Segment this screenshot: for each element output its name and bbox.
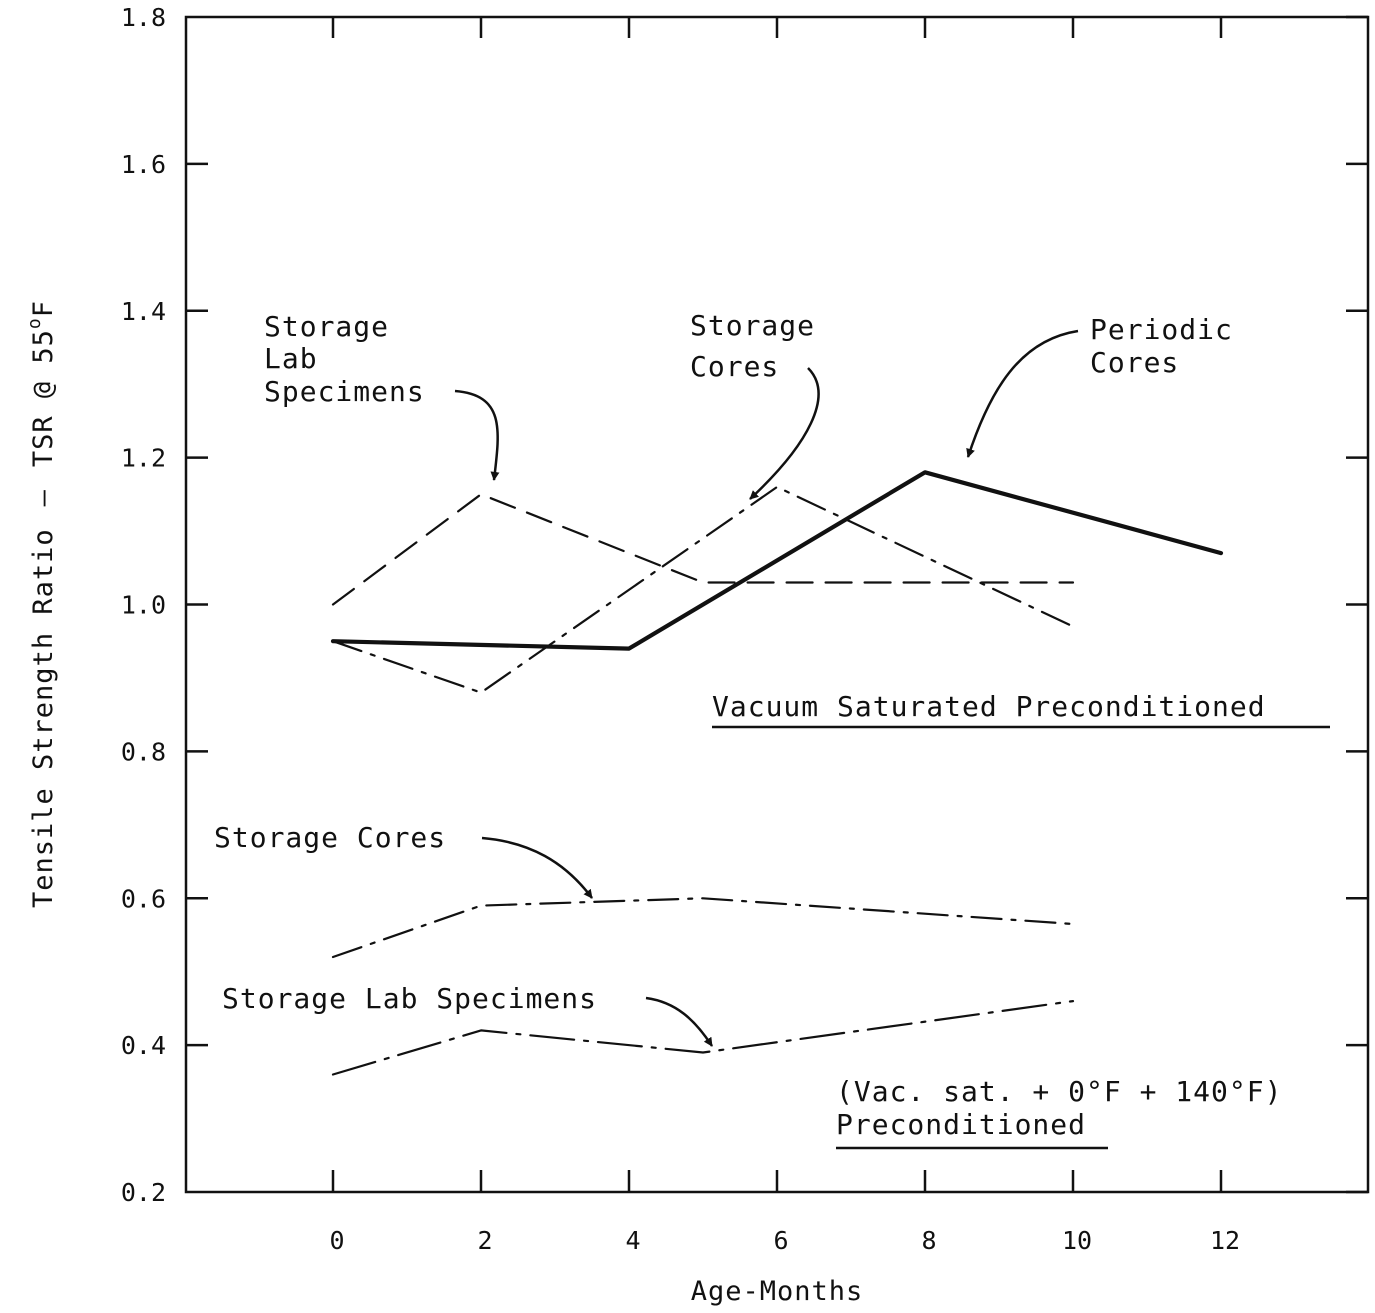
annotation-upper-cores: Storage Cores <box>690 309 820 500</box>
vacuum-title: Vacuum Saturated Preconditioned <box>712 690 1266 723</box>
y-axis-title-suffix: TSR @ 55 <box>28 329 59 467</box>
annotation-lower-cores-label: Storage Cores <box>214 821 446 854</box>
y-axis-title-dash: — <box>28 489 59 506</box>
y-tick-label: 0.4 <box>121 1031 166 1060</box>
y-tick-label: 0.2 <box>121 1178 166 1207</box>
x-tick-label: 10 <box>1062 1226 1092 1255</box>
x-axis-title: Age-Months <box>691 1276 864 1307</box>
y-tick-label: 1.0 <box>121 591 166 620</box>
plot-frame <box>184 15 1370 1194</box>
x-tick-labels: 0 2 4 6 8 10 12 <box>329 1226 1240 1255</box>
arrow-upper-cores <box>749 367 820 500</box>
series-line-4-storage-cores <box>331 897 1075 959</box>
vac-sat-title-block: (Vac. sat. + 0°F + 140°F) Preconditioned <box>836 1075 1282 1150</box>
x-tick-label: 8 <box>921 1226 936 1255</box>
annotation-upper-cores-line1: Storage <box>690 309 815 342</box>
y-axis-title-degree: o <box>24 317 45 329</box>
annotation-periodic-cores: Periodic Cores <box>966 313 1233 458</box>
x-tick-label: 4 <box>625 1226 640 1255</box>
x-tick-label: 12 <box>1210 1226 1240 1255</box>
y-tick-label: 1.2 <box>121 444 166 473</box>
arrow-upper-lab-specimens <box>454 389 500 481</box>
annotation-periodic-cores-line1: Periodic <box>1090 313 1233 346</box>
series-line-3-periodic-cores <box>330 470 1224 651</box>
vac-sat-line: (Vac. sat. + 0°F + 140°F) <box>836 1075 1282 1108</box>
arrow-lower-lab-specimens <box>645 996 714 1047</box>
series-line-5-storage-lab-specimens <box>331 999 1075 1076</box>
series-layer <box>330 470 1224 1076</box>
y-axis-title-main: Tensile Strength Ratio <box>28 528 59 908</box>
annotation-lower-lab-specimens-label: Storage Lab Specimens <box>222 982 597 1015</box>
y-axis-title-unit: F <box>28 300 59 317</box>
vacuum-title-block: Vacuum Saturated Preconditioned <box>712 690 1330 729</box>
y-tick-label: 1.6 <box>121 150 166 179</box>
annotation-upper-lab-specimens-line1: Storage <box>264 310 389 343</box>
series-line-1-storage-lab-specimens <box>331 493 1075 606</box>
series-line-2-storage-cores <box>331 485 1075 694</box>
annotation-upper-cores-line2: Cores <box>690 350 779 383</box>
y-tick-label: 0.8 <box>121 737 166 766</box>
y-tick-label: 1.4 <box>121 297 166 326</box>
y-tick-label: 0.6 <box>121 884 166 913</box>
annotation-lower-cores: Storage Cores <box>214 821 593 899</box>
annotation-upper-lab-specimens-line2: Lab <box>264 342 318 375</box>
annotation-upper-lab-specimens-line3: Specimens <box>264 375 425 408</box>
x-tick-label: 6 <box>773 1226 788 1255</box>
x-tick-label: 2 <box>477 1226 492 1255</box>
arrow-periodic-cores <box>966 329 1079 458</box>
y-axis-title: Tensile Strength Ratio — TSR @ 55oF <box>24 300 59 908</box>
annotation-upper-lab-specimens: Storage Lab Specimens <box>264 310 500 481</box>
annotation-lower-lab-specimens: Storage Lab Specimens <box>222 982 714 1047</box>
arrow-lower-cores <box>481 836 593 899</box>
x-tick-label: 0 <box>329 1226 344 1255</box>
y-tick-label: 1.8 <box>121 3 166 32</box>
axis-ticks <box>186 15 1368 1194</box>
vac-sat-title: Preconditioned <box>836 1108 1086 1141</box>
y-tick-labels: 0.2 0.4 0.6 0.8 1.0 1.2 1.4 1.6 1.8 <box>121 3 166 1207</box>
annotation-periodic-cores-line2: Cores <box>1090 346 1179 379</box>
